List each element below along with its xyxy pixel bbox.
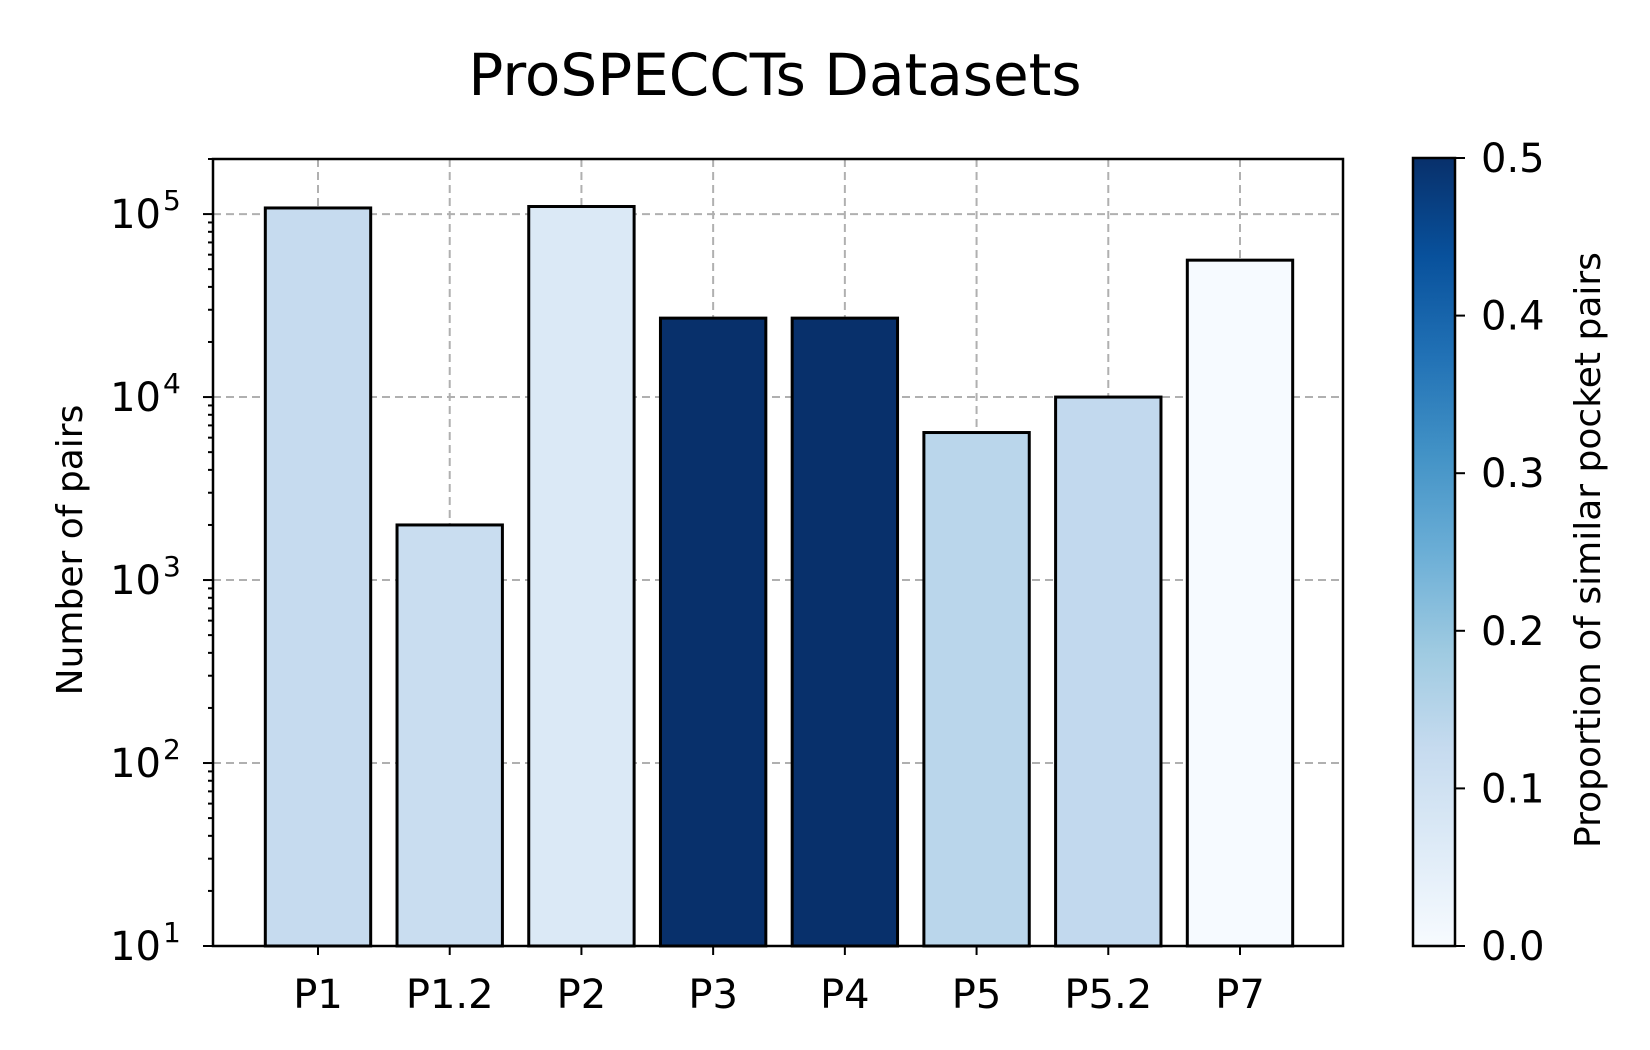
bar-p5 bbox=[922, 431, 1031, 948]
colorbar-tick-label: 0.5 bbox=[1481, 136, 1545, 182]
colorbar-frame bbox=[1411, 156, 1457, 948]
colorbar-tick-label: 0.4 bbox=[1481, 294, 1545, 340]
bars bbox=[263, 205, 1295, 948]
y-tick-exponent: 1 bbox=[163, 916, 181, 949]
x-tick-label: P5.2 bbox=[1064, 972, 1152, 1018]
bar-p5-2 bbox=[1054, 395, 1163, 948]
colorbar-tick-label: 0.1 bbox=[1481, 766, 1545, 812]
y-tick-exponent: 3 bbox=[163, 550, 181, 583]
y-tick-label: 10 bbox=[110, 192, 161, 238]
colorbar-tick-label: 0.2 bbox=[1481, 609, 1545, 655]
y-tick-label: 10 bbox=[110, 741, 161, 787]
x-tick-label: P2 bbox=[557, 972, 607, 1018]
x-tick-label: P1.2 bbox=[406, 972, 494, 1018]
bar-p2 bbox=[527, 205, 636, 948]
y-tick-exponent: 4 bbox=[163, 367, 181, 400]
x-tick-label: P1 bbox=[293, 972, 343, 1018]
bar-p1 bbox=[263, 206, 373, 948]
x-tick-label: P3 bbox=[688, 972, 738, 1018]
plot-frame bbox=[211, 157, 1345, 948]
colorbar-tick-label: 0.0 bbox=[1481, 924, 1545, 970]
y-tick-label: 10 bbox=[110, 558, 161, 604]
bar-p4 bbox=[790, 316, 900, 948]
x-tick-label: P7 bbox=[1215, 972, 1265, 1018]
grid bbox=[213, 159, 1343, 947]
y-tick-label: 10 bbox=[110, 924, 161, 970]
colorbar-label: Proportion of similar pocket pairs bbox=[1568, 252, 1609, 848]
x-tick-label: P5 bbox=[952, 972, 1002, 1018]
bar-p1-2 bbox=[395, 523, 504, 948]
colorbar: 0.0 0.1 0.2 0.3 0.4 0.5 bbox=[1411, 136, 1545, 970]
y-tick-exponent: 2 bbox=[163, 733, 181, 766]
chart-title: ProSPECCTs Datasets bbox=[468, 41, 1081, 109]
y-tick-label: 10 bbox=[110, 375, 161, 421]
colorbar-tick-label: 0.3 bbox=[1481, 451, 1545, 497]
colorbar-gradient bbox=[1413, 158, 1455, 946]
y-tick-exponent: 5 bbox=[163, 184, 181, 217]
bar-p7 bbox=[1185, 258, 1295, 948]
y-axis-label: Number of pairs bbox=[50, 405, 91, 696]
x-tick-label: P4 bbox=[820, 972, 870, 1018]
bar-p3 bbox=[658, 316, 768, 948]
